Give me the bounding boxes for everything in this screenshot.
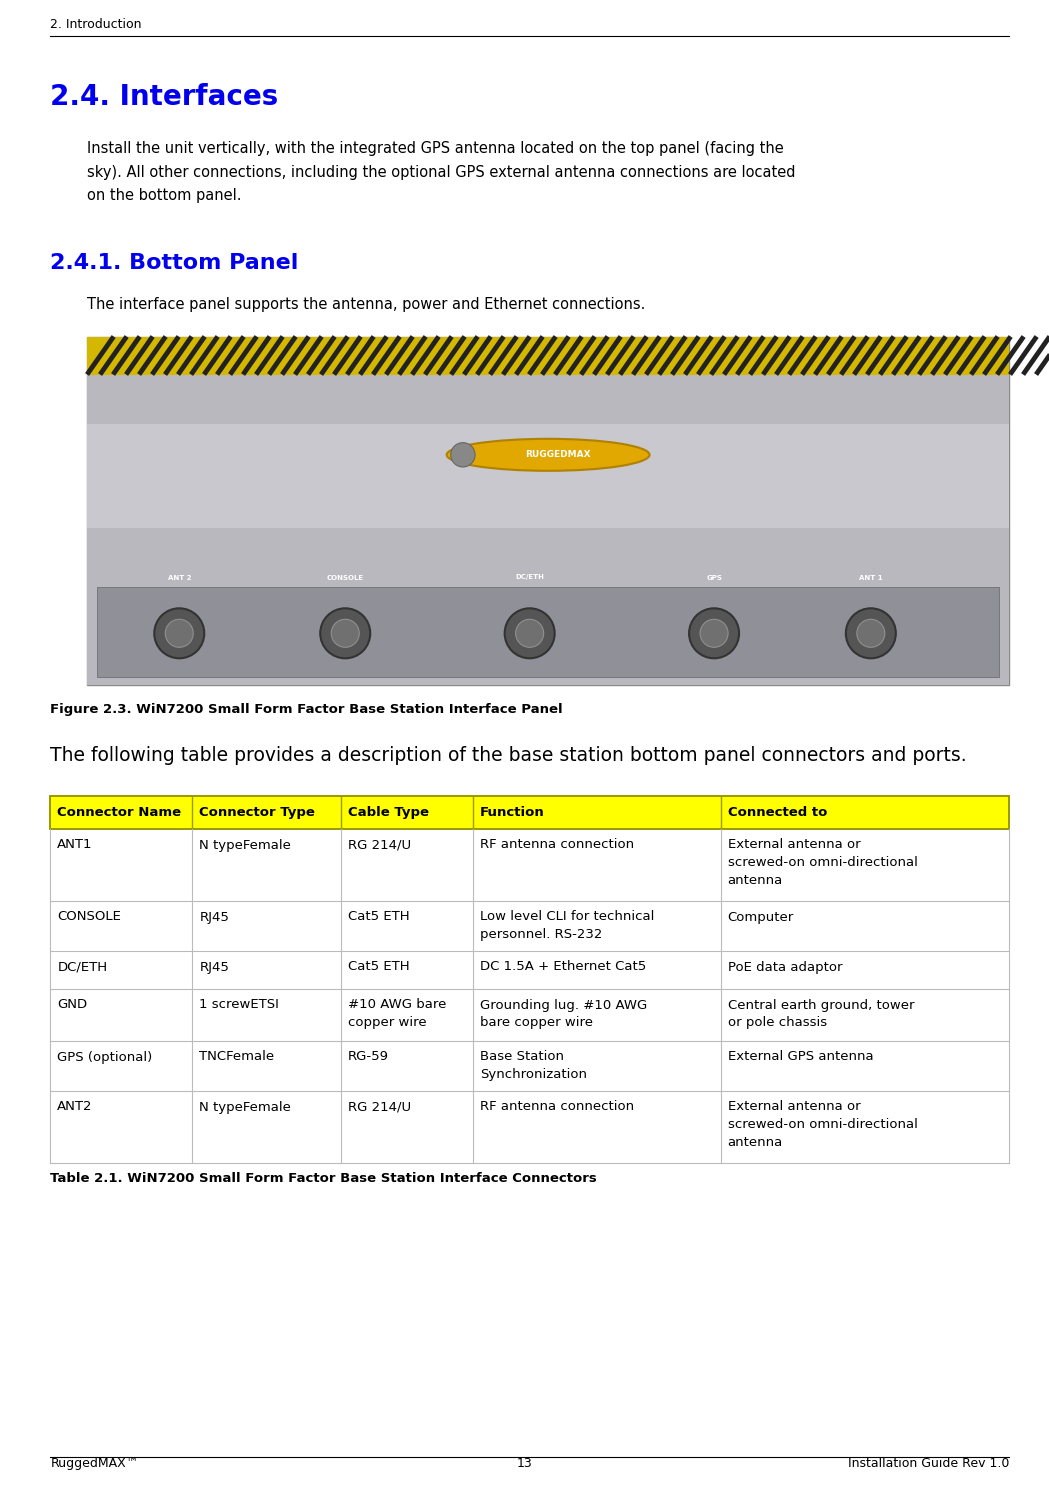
FancyBboxPatch shape	[50, 988, 1009, 1041]
Text: ANT2: ANT2	[58, 1100, 93, 1114]
Text: RJ45: RJ45	[199, 910, 229, 924]
Text: DC/ETH: DC/ETH	[58, 960, 107, 973]
Text: sky). All other connections, including the optional GPS external antenna connect: sky). All other connections, including t…	[87, 164, 795, 179]
FancyBboxPatch shape	[87, 336, 1009, 375]
Text: ANT 2: ANT 2	[168, 574, 191, 580]
Text: Base Station
Synchronization: Base Station Synchronization	[480, 1051, 587, 1081]
Text: CONSOLE: CONSOLE	[58, 910, 122, 924]
Circle shape	[154, 608, 205, 658]
FancyBboxPatch shape	[50, 1090, 1009, 1163]
Circle shape	[700, 619, 728, 647]
Text: Connector Name: Connector Name	[58, 806, 181, 818]
Text: DC/ETH: DC/ETH	[515, 574, 544, 580]
Text: N typeFemale: N typeFemale	[199, 1100, 292, 1114]
Text: DC 1.5A + Ethernet Cat5: DC 1.5A + Ethernet Cat5	[480, 960, 646, 973]
Text: GPS (optional): GPS (optional)	[58, 1051, 152, 1063]
Text: Cat5 ETH: Cat5 ETH	[348, 910, 409, 924]
Text: The interface panel supports the antenna, power and Ethernet connections.: The interface panel supports the antenna…	[87, 296, 645, 311]
Text: Table 2.1. WiN7200 Small Form Factor Base Station Interface Connectors: Table 2.1. WiN7200 Small Form Factor Bas…	[50, 1172, 597, 1186]
Text: Cat5 ETH: Cat5 ETH	[348, 960, 409, 973]
Text: N typeFemale: N typeFemale	[199, 839, 292, 852]
Circle shape	[516, 619, 543, 647]
Text: Function: Function	[480, 806, 544, 818]
Text: External antenna or
screwed-on omni-directional
antenna: External antenna or screwed-on omni-dire…	[728, 839, 918, 887]
Text: PoE data adaptor: PoE data adaptor	[728, 960, 842, 973]
FancyBboxPatch shape	[87, 336, 1009, 685]
Text: on the bottom panel.: on the bottom panel.	[87, 188, 241, 203]
Text: 2.4.1. Bottom Panel: 2.4.1. Bottom Panel	[50, 253, 299, 272]
Text: Connector Type: Connector Type	[199, 806, 315, 818]
FancyBboxPatch shape	[50, 795, 1009, 828]
Text: The following table provides a description of the base station bottom panel conn: The following table provides a descripti…	[50, 746, 967, 764]
Text: 13: 13	[516, 1458, 533, 1470]
Text: RJ45: RJ45	[199, 960, 229, 973]
FancyBboxPatch shape	[87, 423, 1009, 528]
Text: CONSOLE: CONSOLE	[326, 574, 364, 580]
Text: RG 214/U: RG 214/U	[348, 839, 411, 852]
FancyBboxPatch shape	[50, 900, 1009, 951]
Text: Cable Type: Cable Type	[348, 806, 429, 818]
Circle shape	[320, 608, 370, 658]
FancyBboxPatch shape	[50, 1041, 1009, 1090]
Text: GPS: GPS	[706, 574, 722, 580]
Ellipse shape	[447, 440, 649, 471]
Circle shape	[451, 443, 475, 466]
Text: Grounding lug. #10 AWG
bare copper wire: Grounding lug. #10 AWG bare copper wire	[480, 999, 647, 1029]
Text: 2.4. Interfaces: 2.4. Interfaces	[50, 84, 279, 111]
Text: Figure 2.3. WiN7200 Small Form Factor Base Station Interface Panel: Figure 2.3. WiN7200 Small Form Factor Ba…	[50, 703, 563, 716]
Text: 2. Introduction: 2. Introduction	[50, 18, 142, 31]
Circle shape	[857, 619, 884, 647]
Text: Low level CLI for technical
personnel. RS-232: Low level CLI for technical personnel. R…	[480, 910, 655, 940]
Text: RF antenna connection: RF antenna connection	[480, 839, 635, 852]
Circle shape	[689, 608, 740, 658]
Text: 1 screwETSI: 1 screwETSI	[199, 999, 279, 1012]
Text: Installation Guide Rev 1.0: Installation Guide Rev 1.0	[848, 1458, 1009, 1470]
Text: External GPS antenna: External GPS antenna	[728, 1051, 873, 1063]
Text: RF antenna connection: RF antenna connection	[480, 1100, 635, 1114]
Text: RUGGEDMAX: RUGGEDMAX	[526, 450, 591, 459]
Text: TNCFemale: TNCFemale	[199, 1051, 275, 1063]
Text: Central earth ground, tower
or pole chassis: Central earth ground, tower or pole chas…	[728, 999, 914, 1029]
FancyBboxPatch shape	[87, 375, 1009, 685]
Text: Connected to: Connected to	[728, 806, 827, 818]
Circle shape	[331, 619, 359, 647]
Text: External antenna or
screwed-on omni-directional
antenna: External antenna or screwed-on omni-dire…	[728, 1100, 918, 1148]
Text: RuggedMAX™: RuggedMAX™	[50, 1458, 138, 1470]
Circle shape	[845, 608, 896, 658]
Text: Install the unit vertically, with the integrated GPS antenna located on the top : Install the unit vertically, with the in…	[87, 141, 784, 155]
Circle shape	[166, 619, 193, 647]
FancyBboxPatch shape	[50, 828, 1009, 900]
Text: ANT1: ANT1	[58, 839, 93, 852]
Text: RG 214/U: RG 214/U	[348, 1100, 411, 1114]
Circle shape	[505, 608, 555, 658]
Text: GND: GND	[58, 999, 87, 1012]
FancyBboxPatch shape	[98, 586, 999, 677]
Text: RG-59: RG-59	[348, 1051, 389, 1063]
FancyBboxPatch shape	[50, 951, 1009, 988]
Text: #10 AWG bare
copper wire: #10 AWG bare copper wire	[348, 999, 446, 1029]
Text: Computer: Computer	[728, 910, 794, 924]
Text: ANT 1: ANT 1	[859, 574, 882, 580]
